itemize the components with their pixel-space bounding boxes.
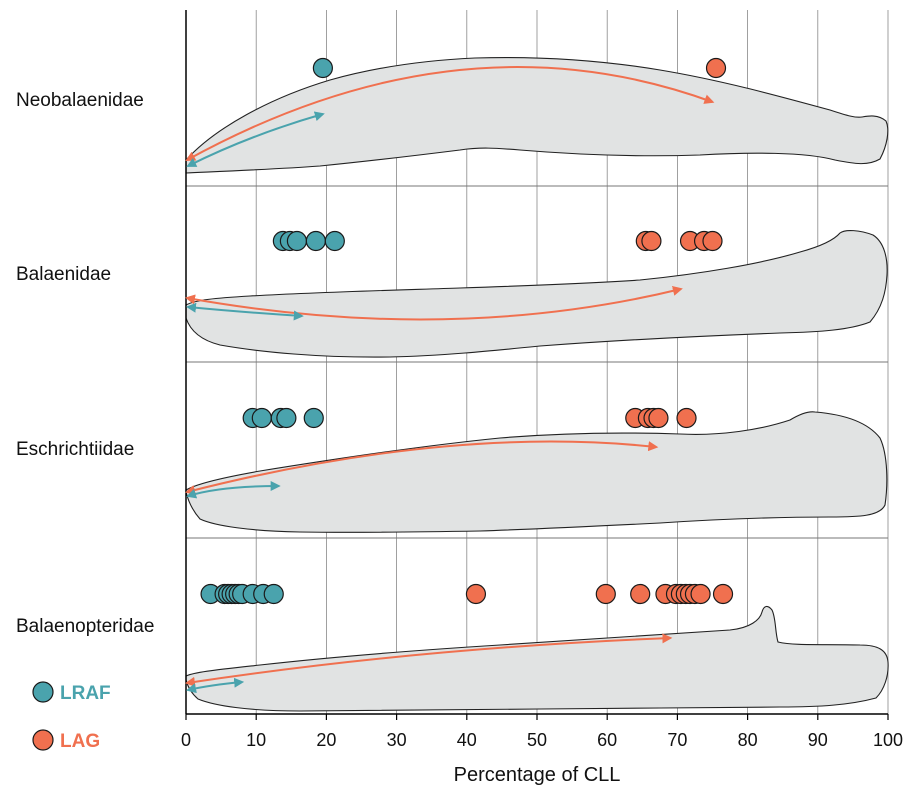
lraf-arrow-neobalaenidae (186, 111, 325, 167)
legend-label-lag: LAG (60, 731, 100, 752)
lraf-arrow-eschrichtiidae (186, 481, 281, 499)
x-tick-label-50: 50 (527, 730, 547, 750)
lraf-point-eschrichtiidae-5 (303, 407, 324, 429)
x-axis-title: Percentage of CLL (454, 764, 621, 786)
lag-point-balaenopteridae-11 (712, 583, 734, 605)
lag-point-balaenidae-5 (702, 230, 723, 252)
x-tick-label-80: 80 (738, 730, 758, 750)
x-tick-label-40: 40 (457, 730, 477, 750)
lraf-point-balaenidae-3 (286, 230, 308, 252)
x-tick-label-90: 90 (808, 730, 828, 750)
lag-arrow-eschrichtiidae (185, 440, 659, 495)
lraf-arrow-balaenopteridae (186, 677, 245, 694)
family-label-balaenopteridae: Balaenopteridae (16, 616, 154, 637)
x-tick-label-70: 70 (667, 730, 687, 750)
legend: LRAF LAG (32, 681, 111, 752)
lraf-point-eschrichtiidae-2 (251, 407, 272, 429)
family-labels: Neobalaenidae Balaenidae Eschrichtiidae Bal… (16, 90, 154, 637)
data-points (200, 57, 734, 605)
family-label-balaenidae: Balaenidae (16, 264, 111, 285)
x-tick-label-30: 30 (387, 730, 407, 750)
x-tick-label-0: 0 (181, 730, 191, 750)
family-label-eschrichtiidae: Eschrichtiidae (16, 439, 134, 460)
x-tick-label-60: 60 (597, 730, 617, 750)
lraf-point-eschrichtiidae-4 (276, 407, 297, 429)
lraf-point-neobalaenidae-1 (312, 57, 333, 79)
lag-point-eschrichtiidae-5 (676, 407, 697, 429)
lraf-point-balaenidae-5 (324, 230, 345, 252)
lag-point-neobalaenidae-1 (705, 57, 727, 79)
mandible-shape-eschrichtiidae (185, 411, 888, 533)
lag-point-balaenopteridae-10 (690, 583, 711, 605)
x-tick-label-20: 20 (316, 730, 336, 750)
lag-point-balaenidae-2 (641, 230, 662, 252)
lraf-point-balaenidae-4 (305, 230, 326, 252)
x-tick-label-100: 100 (873, 730, 903, 750)
trajectory-arrows (185, 66, 715, 694)
lag-arrow-balaenopteridae (185, 633, 673, 687)
lag-point-eschrichtiidae-4 (648, 407, 669, 429)
lraf-arrow-balaenidae (186, 302, 304, 321)
x-tick-label-10: 10 (246, 730, 266, 750)
legend-marker-lag (32, 729, 54, 751)
family-label-neobalaenidae: Neobalaenidae (16, 90, 144, 111)
lag-point-balaenopteridae-2 (595, 583, 616, 605)
lag-point-balaenopteridae-1 (465, 583, 487, 605)
x-axis: 0 10 20 30 40 50 60 70 80 90 100 Percentage of CLL (181, 714, 903, 786)
lag-point-balaenopteridae-3 (630, 583, 651, 605)
lraf-point-balaenopteridae-10 (263, 583, 284, 605)
legend-marker-lraf (32, 681, 54, 703)
legend-label-lraf: LRAF (60, 683, 111, 704)
